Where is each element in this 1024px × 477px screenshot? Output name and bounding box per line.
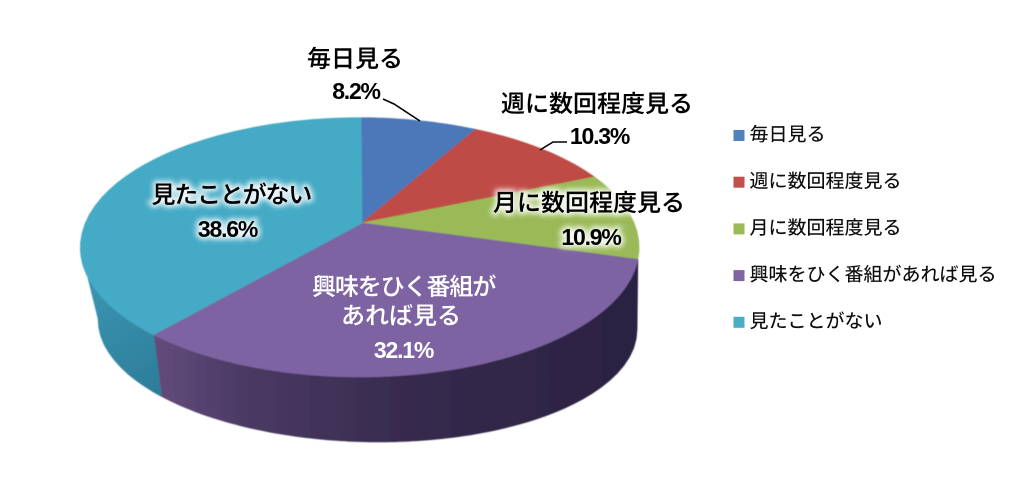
svg-text:10.9%: 10.9%	[561, 224, 621, 250]
svg-text:32.1%: 32.1%	[374, 337, 434, 363]
svg-text:8.2%: 8.2%	[332, 78, 380, 104]
svg-text:38.6%: 38.6%	[198, 216, 258, 242]
svg-text:10.3%: 10.3%	[570, 123, 630, 149]
svg-text:38.6%: 38.6%	[198, 216, 258, 242]
svg-text:10.9%: 10.9%	[561, 224, 621, 250]
